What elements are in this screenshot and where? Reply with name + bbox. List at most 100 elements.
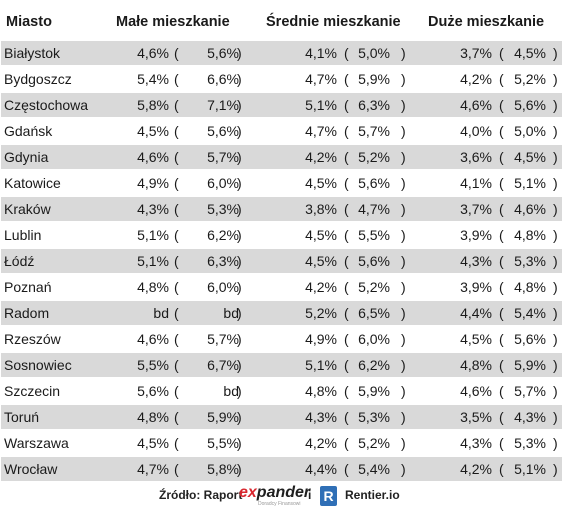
rate-small-b: 6,0% — [207, 175, 239, 191]
rate-small-a: 4,9% — [137, 175, 169, 191]
close-paren: ) — [237, 175, 242, 191]
city-name: Rzeszów — [4, 331, 61, 347]
rate-large-b: 5,0% — [514, 123, 546, 139]
city-name: Poznań — [4, 279, 52, 295]
close-paren: ) — [401, 461, 406, 477]
rate-medium-b: 5,0% — [358, 45, 390, 61]
rate-small-b: bd — [223, 305, 239, 321]
close-paren: ) — [401, 175, 406, 191]
close-paren: ) — [237, 383, 242, 399]
close-paren: ) — [553, 331, 558, 347]
city-name: Radom — [4, 305, 50, 321]
close-paren: ) — [553, 175, 558, 191]
open-paren: ( — [499, 123, 504, 139]
open-paren: ( — [174, 253, 179, 269]
rate-medium-b: 6,3% — [358, 97, 390, 113]
open-paren: ( — [499, 435, 504, 451]
rate-medium-b: 6,2% — [358, 357, 390, 373]
open-paren: ( — [499, 461, 504, 477]
rate-medium-b: 5,9% — [358, 71, 390, 87]
rentier-logo-icon: R — [320, 486, 337, 506]
table-row: Gdynia 4,6% 5,7% 4,2% 5,2% 3,6% 4,5% () () () — [1, 145, 562, 169]
rate-small-b: 5,6% — [207, 123, 239, 139]
table-row: Wrocław 4,7% 5,8% 4,4% 5,4% 4,2% 5,1% () () () — [1, 457, 562, 481]
open-paren: ( — [499, 383, 504, 399]
rate-medium-a: 4,9% — [305, 331, 337, 347]
close-paren: ) — [553, 409, 558, 425]
rate-medium-a: 5,1% — [305, 357, 337, 373]
open-paren: ( — [174, 357, 179, 373]
close-paren: ) — [401, 409, 406, 425]
table-row: Gdańsk 4,5% 5,6% 4,7% 5,7% 4,0% 5,0% () () () — [1, 119, 562, 143]
rate-small-a: 5,4% — [137, 71, 169, 87]
city-name: Kraków — [4, 201, 51, 217]
open-paren: ( — [499, 175, 504, 191]
rate-small-b: 5,8% — [207, 461, 239, 477]
city-name: Toruń — [4, 409, 40, 425]
city-name: Częstochowa — [4, 97, 89, 113]
rate-large-a: 4,6% — [460, 97, 492, 113]
rate-medium-b: 6,5% — [358, 305, 390, 321]
open-paren: ( — [499, 201, 504, 217]
rate-medium-a: 4,5% — [305, 227, 337, 243]
source-footer: Źródło: Raport expander Doradcy Finansow… — [0, 484, 564, 508]
close-paren: ) — [237, 331, 242, 347]
close-paren: ) — [237, 435, 242, 451]
rate-small-b: 5,5% — [207, 435, 239, 451]
city-name: Łódź — [4, 253, 35, 269]
expander-logo-ex: ex — [239, 484, 257, 501]
source-label: Źródło: Raport — [159, 488, 243, 502]
table-row: Sosnowiec 5,5% 6,7% 5,1% 6,2% 4,8% 5,9% () () () — [1, 353, 562, 377]
close-paren: ) — [553, 383, 558, 399]
table-row: Poznań 4,8% 6,0% 4,2% 5,2% 3,9% 4,8% () () () — [1, 275, 562, 299]
rate-medium-a: 5,2% — [305, 305, 337, 321]
open-paren: ( — [499, 357, 504, 373]
open-paren: ( — [174, 227, 179, 243]
open-paren: ( — [344, 45, 349, 61]
rate-large-b: 5,3% — [514, 253, 546, 269]
close-paren: ) — [401, 331, 406, 347]
close-paren: ) — [553, 123, 558, 139]
close-paren: ) — [401, 201, 406, 217]
rate-medium-a: 3,8% — [305, 201, 337, 217]
table-row: Katowice 4,9% 6,0% 4,5% 5,6% 4,1% 5,1% () () () — [1, 171, 562, 195]
open-paren: ( — [174, 123, 179, 139]
source-conjunction: i — [308, 488, 312, 502]
open-paren: ( — [499, 331, 504, 347]
close-paren: ) — [237, 253, 242, 269]
rate-medium-b: 5,6% — [358, 253, 390, 269]
open-paren: ( — [174, 149, 179, 165]
rate-large-a: 4,0% — [460, 123, 492, 139]
header-small: Małe mieszkanie — [116, 14, 230, 30]
rate-large-b: 4,6% — [514, 201, 546, 217]
close-paren: ) — [237, 357, 242, 373]
rate-small-a: 5,6% — [137, 383, 169, 399]
open-paren: ( — [344, 357, 349, 373]
open-paren: ( — [174, 175, 179, 191]
city-name: Warszawa — [4, 435, 69, 451]
rate-small-b: 7,1% — [207, 97, 239, 113]
rate-medium-a: 4,8% — [305, 383, 337, 399]
rate-small-a: 4,6% — [137, 149, 169, 165]
close-paren: ) — [553, 305, 558, 321]
rate-medium-a: 4,2% — [305, 279, 337, 295]
open-paren: ( — [344, 409, 349, 425]
rate-medium-b: 5,3% — [358, 409, 390, 425]
rate-small-a: 4,3% — [137, 201, 169, 217]
close-paren: ) — [401, 357, 406, 373]
rate-large-b: 4,8% — [514, 279, 546, 295]
table-row: Szczecin 5,6% bd 4,8% 5,9% 4,6% 5,7% () () () — [1, 379, 562, 403]
close-paren: ) — [553, 253, 558, 269]
rate-medium-b: 5,5% — [358, 227, 390, 243]
rate-large-a: 4,3% — [460, 435, 492, 451]
open-paren: ( — [174, 383, 179, 399]
rate-large-a: 3,9% — [460, 279, 492, 295]
rate-small-b: 5,3% — [207, 201, 239, 217]
rate-large-a: 3,6% — [460, 149, 492, 165]
close-paren: ) — [237, 461, 242, 477]
rate-small-b: 6,0% — [207, 279, 239, 295]
rate-small-a: 4,7% — [137, 461, 169, 477]
table-row: Lublin 5,1% 6,2% 4,5% 5,5% 3,9% 4,8% () () () — [1, 223, 562, 247]
rate-large-a: 3,5% — [460, 409, 492, 425]
rate-small-b: 5,6% — [207, 45, 239, 61]
